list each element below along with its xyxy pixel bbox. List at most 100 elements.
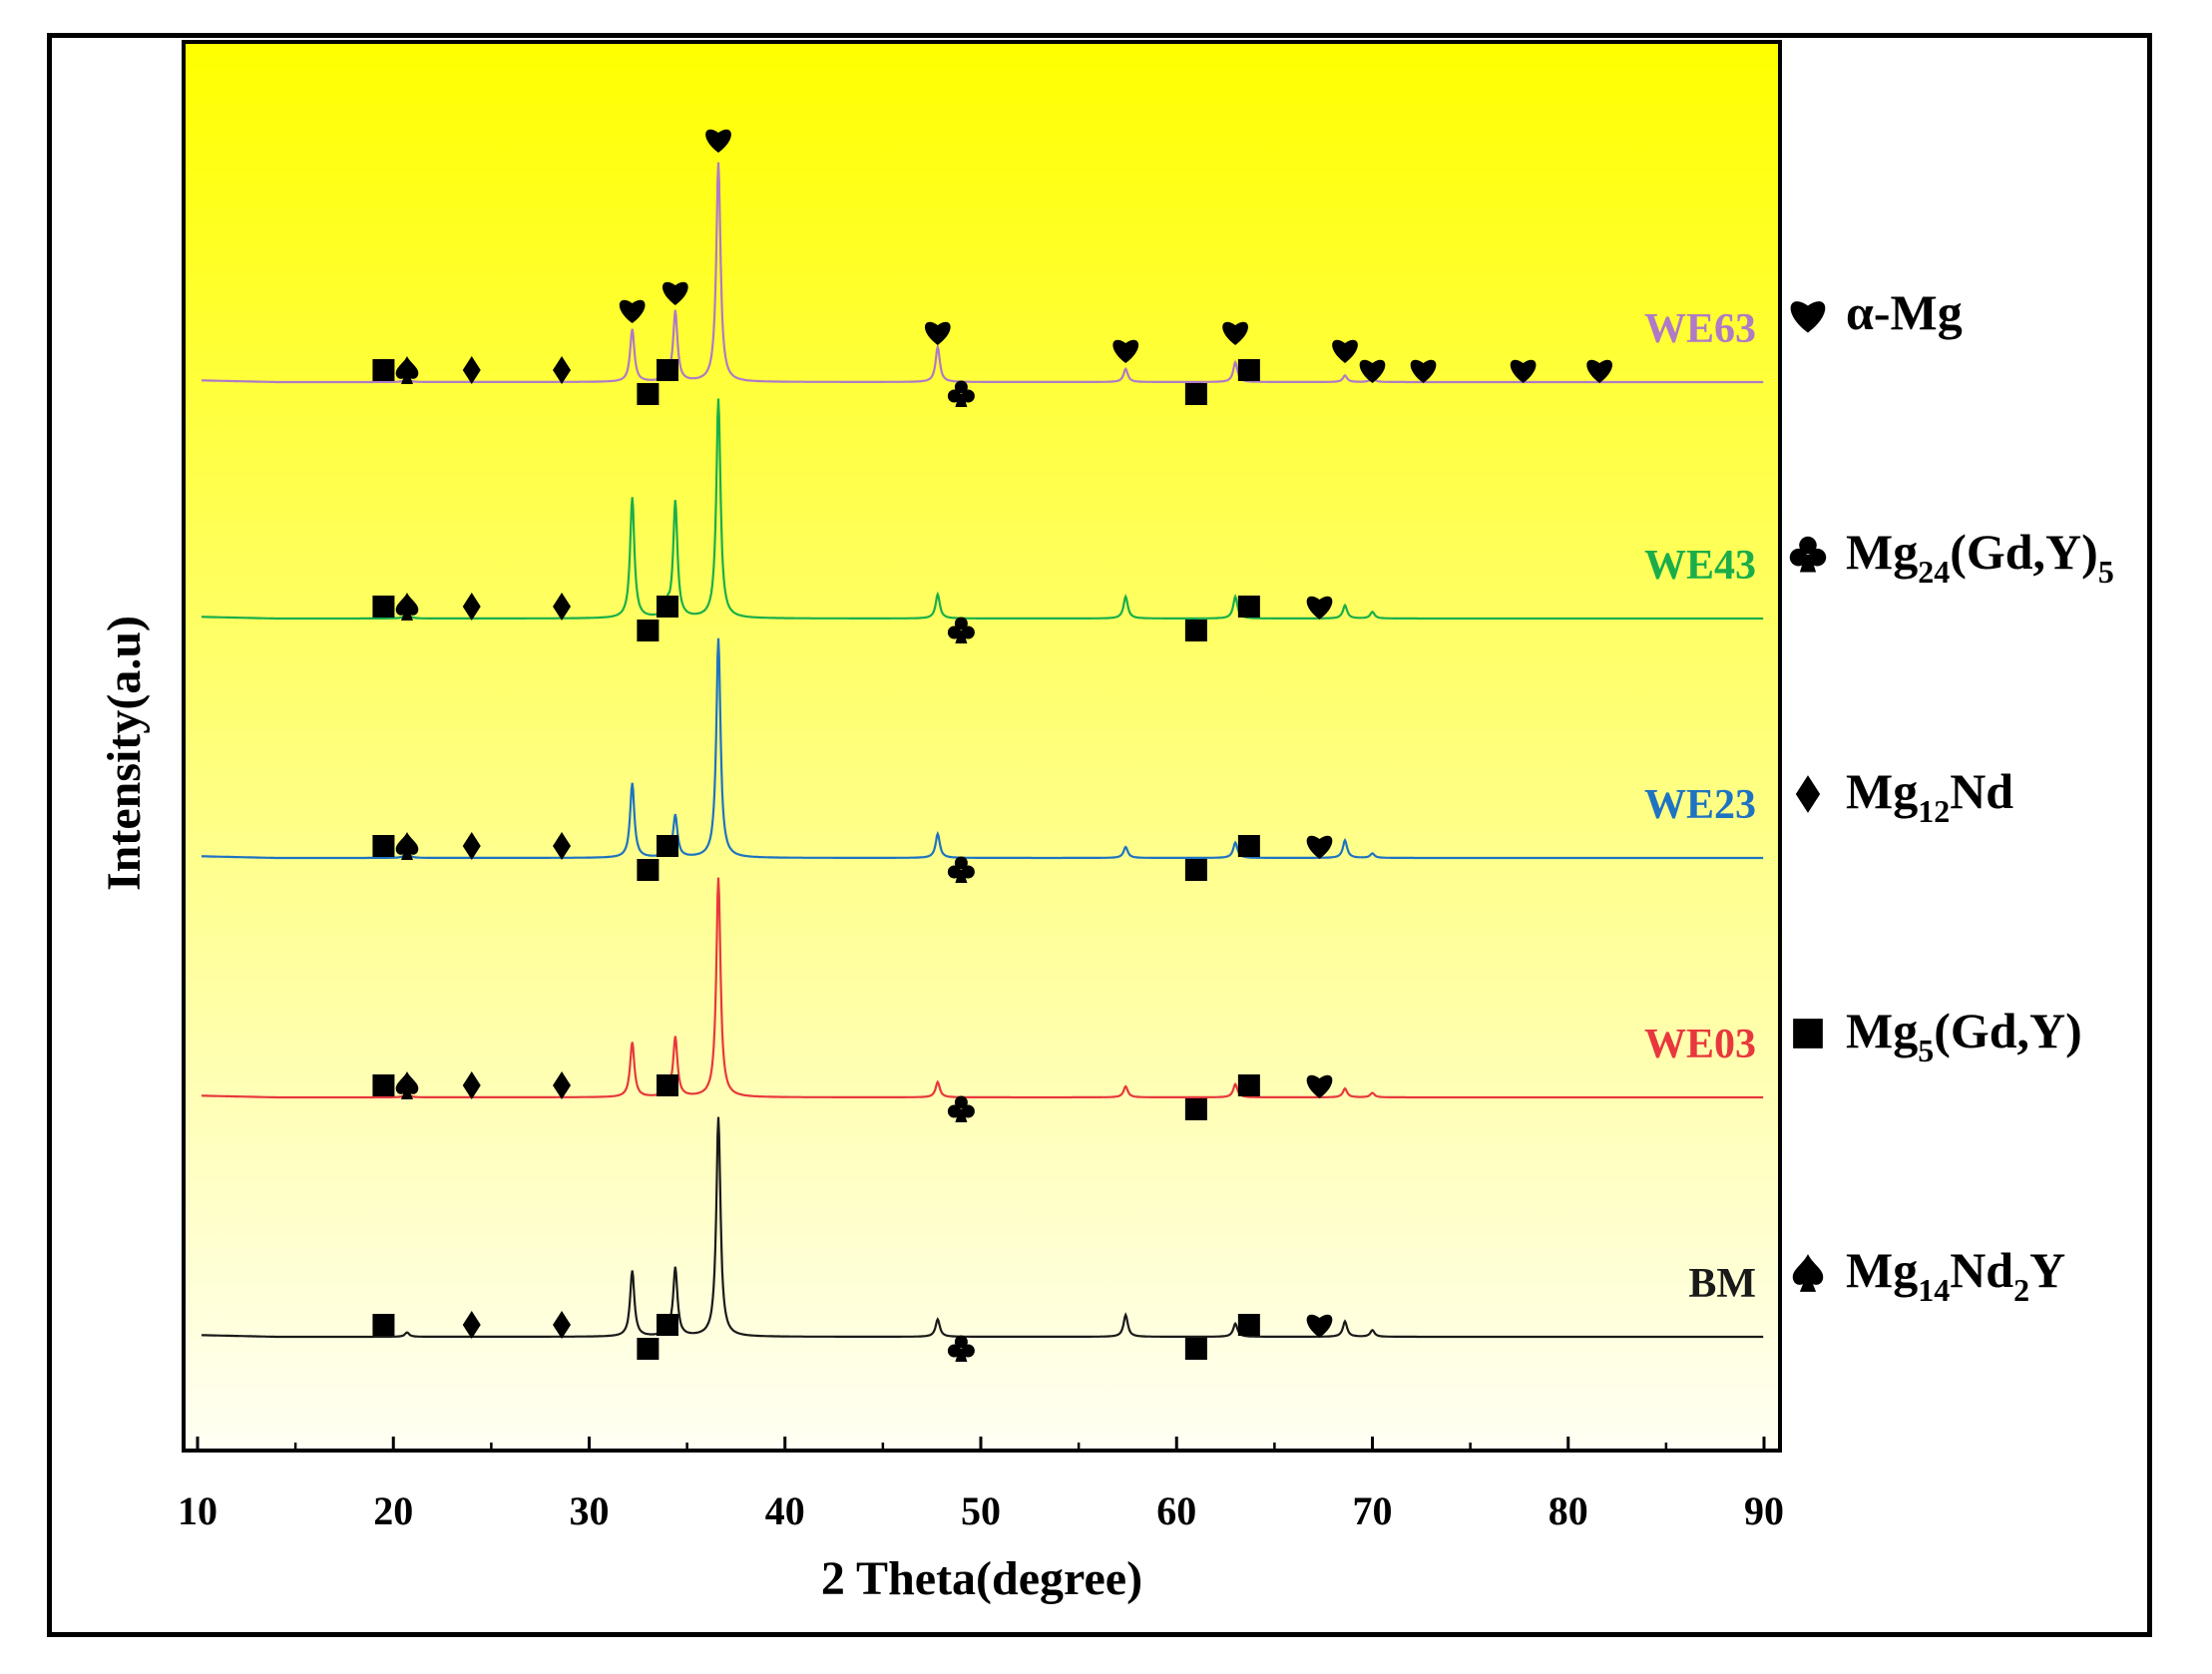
- phase-marker-spade: [395, 1071, 419, 1099]
- x-tick-label: 20: [373, 1488, 413, 1533]
- x-tick-label: 30: [570, 1488, 610, 1533]
- legend-entry-club: Mg24(Gd,Y)5: [1789, 524, 2114, 590]
- phase-marker-heart: [1510, 359, 1537, 383]
- phase-marker-square: [1237, 1074, 1260, 1096]
- phase-marker-square: [1184, 859, 1207, 881]
- x-tick-label: 70: [1353, 1488, 1393, 1533]
- phase-marker-square: [372, 835, 395, 857]
- phase-marker-club: [947, 856, 975, 883]
- phase-marker-square: [657, 596, 678, 618]
- phase-marker-square: [372, 596, 395, 618]
- phase-marker-square: [1184, 620, 1207, 641]
- diamond-icon: [1795, 775, 1821, 813]
- plot-background: [184, 42, 1780, 1451]
- phase-marker-spade: [395, 832, 419, 860]
- phase-marker-square: [657, 835, 678, 857]
- phase-marker-square: [1184, 1098, 1207, 1120]
- legend-entry-spade: Mg14Nd2Y: [1792, 1242, 2065, 1308]
- phase-marker-diamond: [462, 593, 481, 621]
- phase-marker-club: [947, 617, 975, 643]
- legend-label: Mg24(Gd,Y)5: [1846, 524, 2114, 590]
- phase-marker-heart: [1222, 321, 1248, 345]
- figure-frame: [47, 33, 2152, 1637]
- square-icon: [1793, 1019, 1823, 1048]
- x-tick-label: 90: [1744, 1488, 1784, 1533]
- phase-marker-heart: [663, 281, 688, 305]
- phase-marker-square: [1237, 1314, 1260, 1336]
- legend-label: Mg14Nd2Y: [1846, 1242, 2065, 1308]
- y-axis-label: Intensity(a.u): [98, 616, 151, 891]
- phase-marker-square: [637, 859, 660, 881]
- phase-marker-square: [372, 1314, 395, 1336]
- phase-marker-square: [637, 383, 660, 405]
- x-tick-label: 40: [765, 1488, 805, 1533]
- legend-label: Mg5(Gd,Y): [1846, 1003, 2082, 1068]
- x-tick-label: 10: [178, 1488, 218, 1533]
- spade-icon: [1792, 1254, 1824, 1292]
- series-line-we63: [201, 162, 1764, 384]
- phase-marker-heart: [1306, 835, 1333, 859]
- phase-marker-square: [1237, 359, 1260, 381]
- phase-marker-heart: [1306, 1074, 1333, 1098]
- phase-marker-heart: [705, 129, 731, 153]
- series-label-we03: WE03: [1644, 1022, 1756, 1067]
- phase-marker-square: [1237, 835, 1260, 857]
- legend-entry-square: Mg5(Gd,Y): [1793, 1003, 2082, 1068]
- phase-marker-square: [372, 1074, 395, 1096]
- phase-marker-square: [657, 1314, 678, 1336]
- x-tick-label: 80: [1548, 1488, 1588, 1533]
- phase-marker-heart: [1410, 359, 1437, 383]
- x-axis: 10 20 30 40 50 60 70 80 90: [178, 1437, 1784, 1533]
- legend-label: α-Mg: [1846, 284, 1963, 340]
- legend-entry-heart: α-Mg: [1790, 284, 1963, 340]
- legend: α-Mg Mg24(Gd,Y)5 Mg12Nd Mg5(Gd,Y) Mg14Nd2Y: [1789, 284, 2114, 1308]
- phase-marker-square: [372, 359, 395, 381]
- phase-marker-heart: [1112, 339, 1139, 363]
- phase-marker-club: [947, 380, 975, 407]
- phase-marker-diamond: [553, 356, 572, 384]
- traces-layer: [201, 162, 1764, 1339]
- series-labels-layer: WE63 WE43 WE23 WE03 BM: [1644, 306, 1756, 1307]
- x-tick-label: 60: [1156, 1488, 1196, 1533]
- phase-marker-heart: [619, 299, 646, 323]
- phase-marker-diamond: [553, 832, 572, 860]
- phase-marker-heart: [1306, 596, 1333, 620]
- phase-marker-diamond: [462, 356, 481, 384]
- phase-marker-diamond: [553, 1071, 572, 1099]
- phase-marker-square: [657, 359, 678, 381]
- phase-marker-square: [1184, 383, 1207, 405]
- series-label-we43: WE43: [1644, 543, 1756, 589]
- series-line-bm: [201, 1116, 1764, 1339]
- phase-marker-heart: [1306, 1314, 1333, 1338]
- x-tick-label: 50: [961, 1488, 1001, 1533]
- phase-marker-club: [947, 1095, 975, 1122]
- phase-marker-heart: [924, 321, 951, 345]
- legend-label: Mg12Nd: [1846, 763, 2013, 829]
- phase-marker-diamond: [462, 1071, 481, 1099]
- phase-marker-diamond: [462, 1311, 481, 1339]
- series-line-we03: [201, 877, 1764, 1099]
- series-line-we23: [201, 637, 1764, 860]
- phase-marker-spade: [395, 356, 419, 384]
- phase-marker-square: [1237, 596, 1260, 618]
- phase-marker-square: [637, 620, 660, 641]
- series-line-we43: [201, 398, 1764, 621]
- series-label-we63: WE63: [1644, 306, 1756, 352]
- heart-icon: [1790, 301, 1826, 333]
- phase-marker-diamond: [553, 1311, 572, 1339]
- phase-marker-spade: [395, 593, 419, 621]
- phase-marker-square: [637, 1338, 660, 1360]
- legend-entry-diamond: Mg12Nd: [1795, 763, 2013, 829]
- phase-marker-square: [657, 1074, 678, 1096]
- club-icon: [1789, 536, 1827, 573]
- x-axis-label: 2 Theta(degree): [821, 1552, 1142, 1605]
- phase-marker-heart: [1359, 359, 1386, 383]
- phase-marker-heart: [1332, 339, 1358, 363]
- series-label-we23: WE23: [1644, 782, 1756, 828]
- phase-marker-club: [947, 1335, 975, 1362]
- markers-layer: [372, 129, 1612, 1362]
- phase-marker-diamond: [553, 593, 572, 621]
- phase-marker-diamond: [462, 832, 481, 860]
- phase-marker-heart: [1586, 359, 1612, 383]
